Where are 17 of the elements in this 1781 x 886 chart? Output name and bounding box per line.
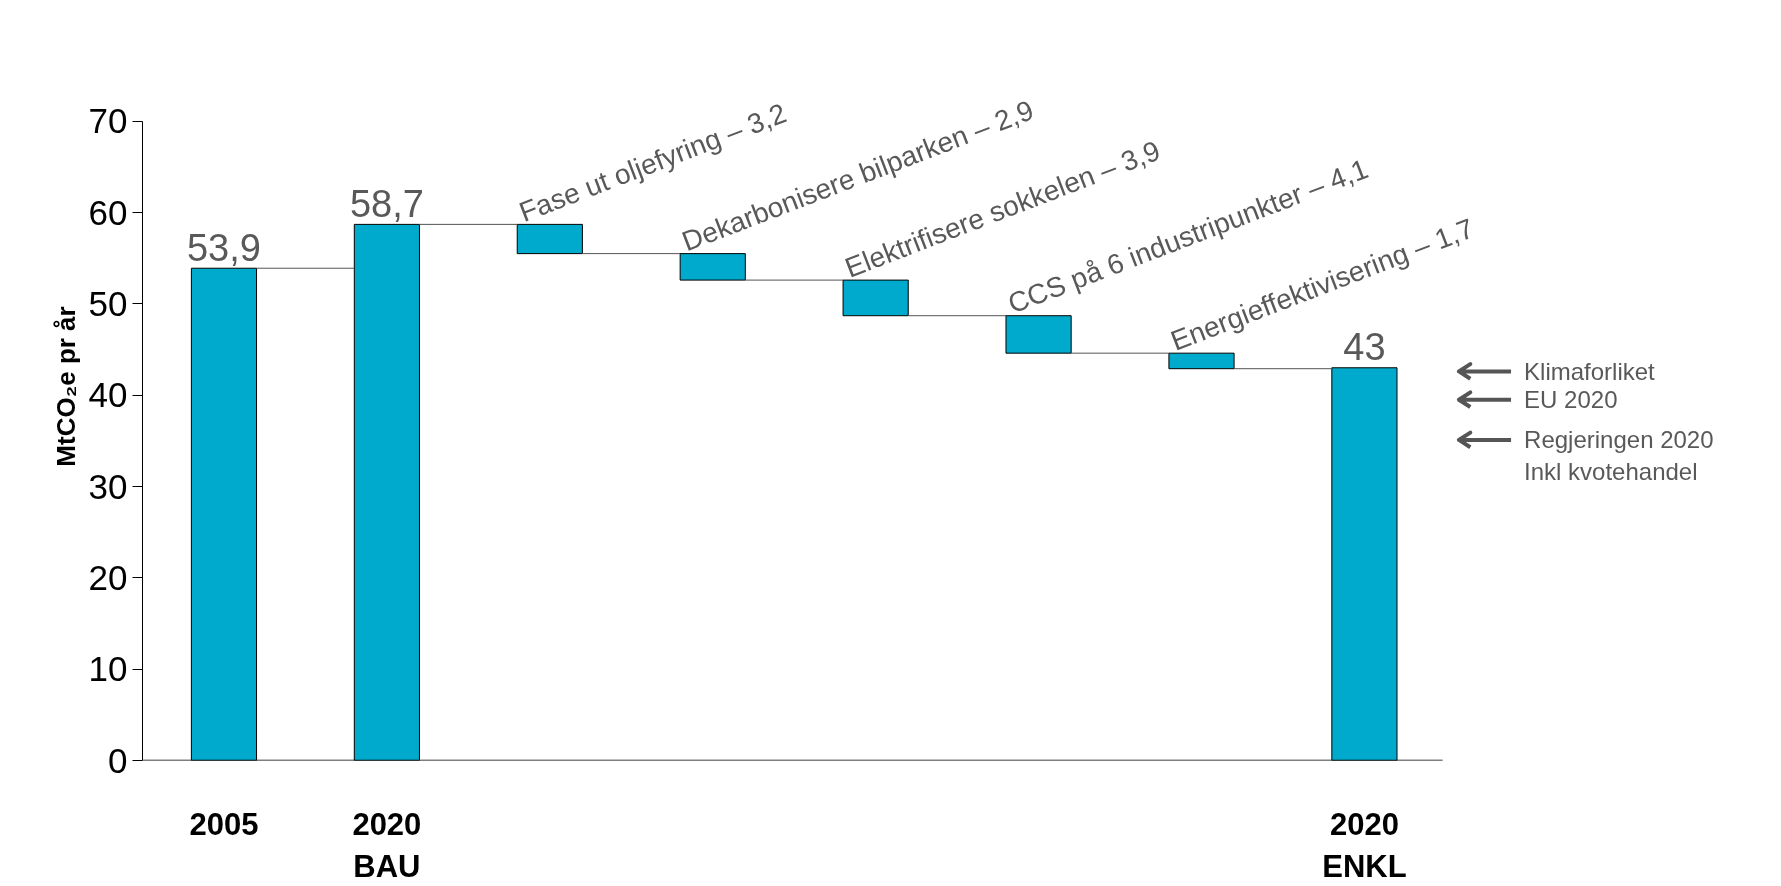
- x-tick-label: 2020 ENKL: [1322, 806, 1407, 884]
- y-tick-label: 40: [88, 375, 128, 415]
- y-tick-label: 30: [88, 466, 128, 506]
- y-tick-label: 10: [88, 649, 128, 689]
- y-axis-title: MtCO₂e pr år: [50, 306, 81, 467]
- data-label: 58,7: [349, 183, 424, 226]
- y-tick-label: 50: [88, 283, 128, 323]
- y-tick-label: 0: [108, 740, 128, 780]
- y-tick-label: 70: [88, 101, 128, 141]
- y-tick-label: 20: [88, 557, 128, 597]
- data-label: 53,9: [186, 226, 261, 269]
- x-tick-label: 2020 BAU: [352, 806, 422, 884]
- ref-line-label: Regjeringen 2020 Inkl kvotehandel: [1524, 425, 1714, 486]
- x-tick-label: 2005: [189, 806, 259, 842]
- y-tick-label: 60: [88, 192, 128, 232]
- ref-line-label: Klimaforliket: [1524, 357, 1656, 385]
- ref-line-label: EU 2020: [1524, 386, 1618, 414]
